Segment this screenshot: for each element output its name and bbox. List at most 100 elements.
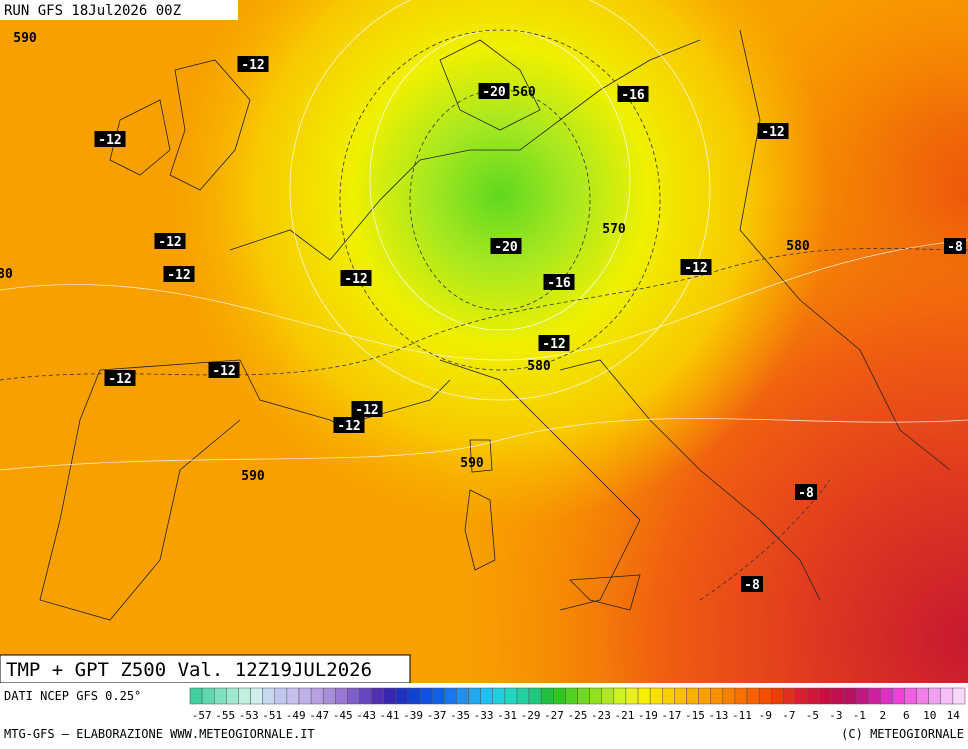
title-box [0,654,411,684]
scale-swatch [310,687,324,705]
scale-swatch [286,687,300,705]
scale-label: -17 [662,709,682,722]
scale-swatch [649,687,663,705]
scale-swatch [686,687,699,705]
scale-swatch [855,687,869,705]
scale-swatch [528,687,542,705]
scale-label: -39 [403,709,423,722]
map-label: -12 [684,261,707,276]
scale-label: -47 [309,709,329,722]
scale-label: 14 [947,709,961,722]
map-label: -12 [542,337,565,352]
scale-swatch [940,687,954,705]
map-label: -12 [761,125,784,140]
scale-label: -13 [708,709,728,722]
scale-label: -33 [474,709,494,722]
scale-label: -51 [262,709,282,722]
label-box [351,401,383,417]
map-label: -12 [108,372,131,387]
scale-swatch [492,687,506,705]
scale-swatch [504,687,518,705]
scale-swatch [904,687,917,705]
scale-swatch [746,687,760,705]
scale-label: -49 [286,709,306,722]
map-label: -8 [744,578,760,593]
label-box [543,274,575,290]
scale-swatch [226,687,239,705]
map-label: -16 [547,276,571,291]
scale-label: -57 [192,709,212,722]
scale-swatch [540,687,554,705]
scale-swatch [456,687,469,705]
scale-swatch [662,687,675,705]
scale-swatch [298,687,312,705]
map-label: 590 [13,31,37,46]
scale-swatch [213,687,227,705]
scale-swatch [565,687,578,705]
scale-swatch [819,687,833,705]
map-label: 580 [527,359,551,374]
scale-label: -15 [685,709,705,722]
map-label: -20 [482,85,506,100]
map-label: 590 [460,456,484,471]
map-label: 590 [241,469,265,484]
scale-swatch [189,687,203,705]
scale-swatch [771,687,784,705]
scale-label: 6 [903,709,910,722]
scale-swatch [783,687,796,705]
label-box [478,83,510,99]
scale-label: -35 [450,709,470,722]
scale-label: -45 [333,709,353,722]
label-box [617,86,649,102]
label-box [757,123,789,139]
scale-label: 2 [879,709,886,722]
scale-swatch [359,687,372,705]
label-box [154,233,186,249]
scale-label: -23 [591,709,611,722]
scale-swatch [589,687,602,705]
label-box [94,131,126,147]
run-label: RUN GFS 18Jul2026 00Z [4,3,181,19]
scale-label: -7 [782,709,795,722]
scale-label: -27 [544,709,564,722]
footer-right: (C) METEOGIORNALE [841,727,964,741]
map-label: 560 [512,85,536,100]
scale-swatch [758,687,772,705]
map-label: -12 [158,235,181,250]
scale-swatch [480,687,493,705]
cold-area [0,0,968,683]
scale-label: -9 [759,709,772,722]
scale-swatch [201,687,215,705]
scale-swatch [843,687,857,705]
scale-label: -29 [521,709,541,722]
scale-swatch [274,687,288,705]
scale-swatch [395,687,409,705]
label-box [333,417,365,433]
scale-swatch [601,687,615,705]
scale-swatch [335,687,348,705]
scale-swatch [431,687,445,705]
scale-swatch [322,687,336,705]
scale-label: -43 [356,709,376,722]
scale-swatch [674,687,687,705]
scale-swatch [928,687,942,705]
scale-swatch [807,687,820,705]
scale-swatch [444,687,457,705]
scale-swatch [625,687,639,705]
scale-swatch [250,687,263,705]
scale-swatch [238,687,251,705]
scale-swatch [867,687,881,705]
scale-label: -1 [853,709,866,722]
scale-label: -3 [829,709,842,722]
label-box [340,270,372,286]
scale-swatch [916,687,929,705]
map-title: TMP + GPT Z500 Val. 12Z19JUL2026 [6,659,372,681]
footer-left: MTG-GFS – ELABORAZIONE WWW.METEOGIORNALE… [4,727,315,741]
scale-label: -41 [380,709,400,722]
scale-swatch [371,687,384,705]
map-label: -12 [337,419,360,434]
label-box [944,238,966,254]
source-label: DATI NCEP GFS 0.25° [4,689,141,703]
label-box [680,259,712,275]
label-box [741,576,763,592]
